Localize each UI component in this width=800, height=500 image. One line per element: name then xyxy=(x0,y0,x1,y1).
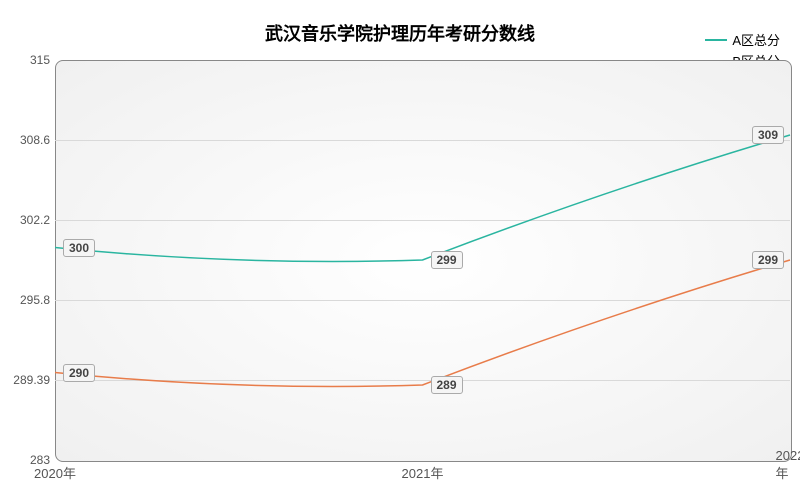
data-point-label: 289 xyxy=(431,376,463,394)
line-series-b xyxy=(55,260,790,386)
x-tick-label: 2020年 xyxy=(34,463,76,482)
legend-label-a: A区总分 xyxy=(732,30,780,49)
data-point-label: 299 xyxy=(431,251,463,269)
y-tick-label: 315 xyxy=(0,53,50,67)
y-tick-label: 289.39 xyxy=(0,373,50,387)
x-tick-label: 2021年 xyxy=(402,463,444,482)
plot-svg xyxy=(55,60,790,460)
y-tick-label: 295.8 xyxy=(0,293,50,307)
data-point-label: 300 xyxy=(63,239,95,257)
legend-swatch-a xyxy=(705,39,727,41)
y-tick-label: 302.2 xyxy=(0,213,50,227)
chart-container: 武汉音乐学院护理历年考研分数线 A区总分 B区总分 283289.39295.8… xyxy=(0,0,800,500)
data-point-label: 309 xyxy=(752,126,784,144)
chart-title: 武汉音乐学院护理历年考研分数线 xyxy=(0,20,800,46)
y-tick-label: 308.6 xyxy=(0,133,50,147)
legend-item-a: A区总分 xyxy=(705,30,780,49)
line-series-a xyxy=(55,135,790,261)
data-point-label: 290 xyxy=(63,364,95,382)
data-point-label: 299 xyxy=(752,251,784,269)
